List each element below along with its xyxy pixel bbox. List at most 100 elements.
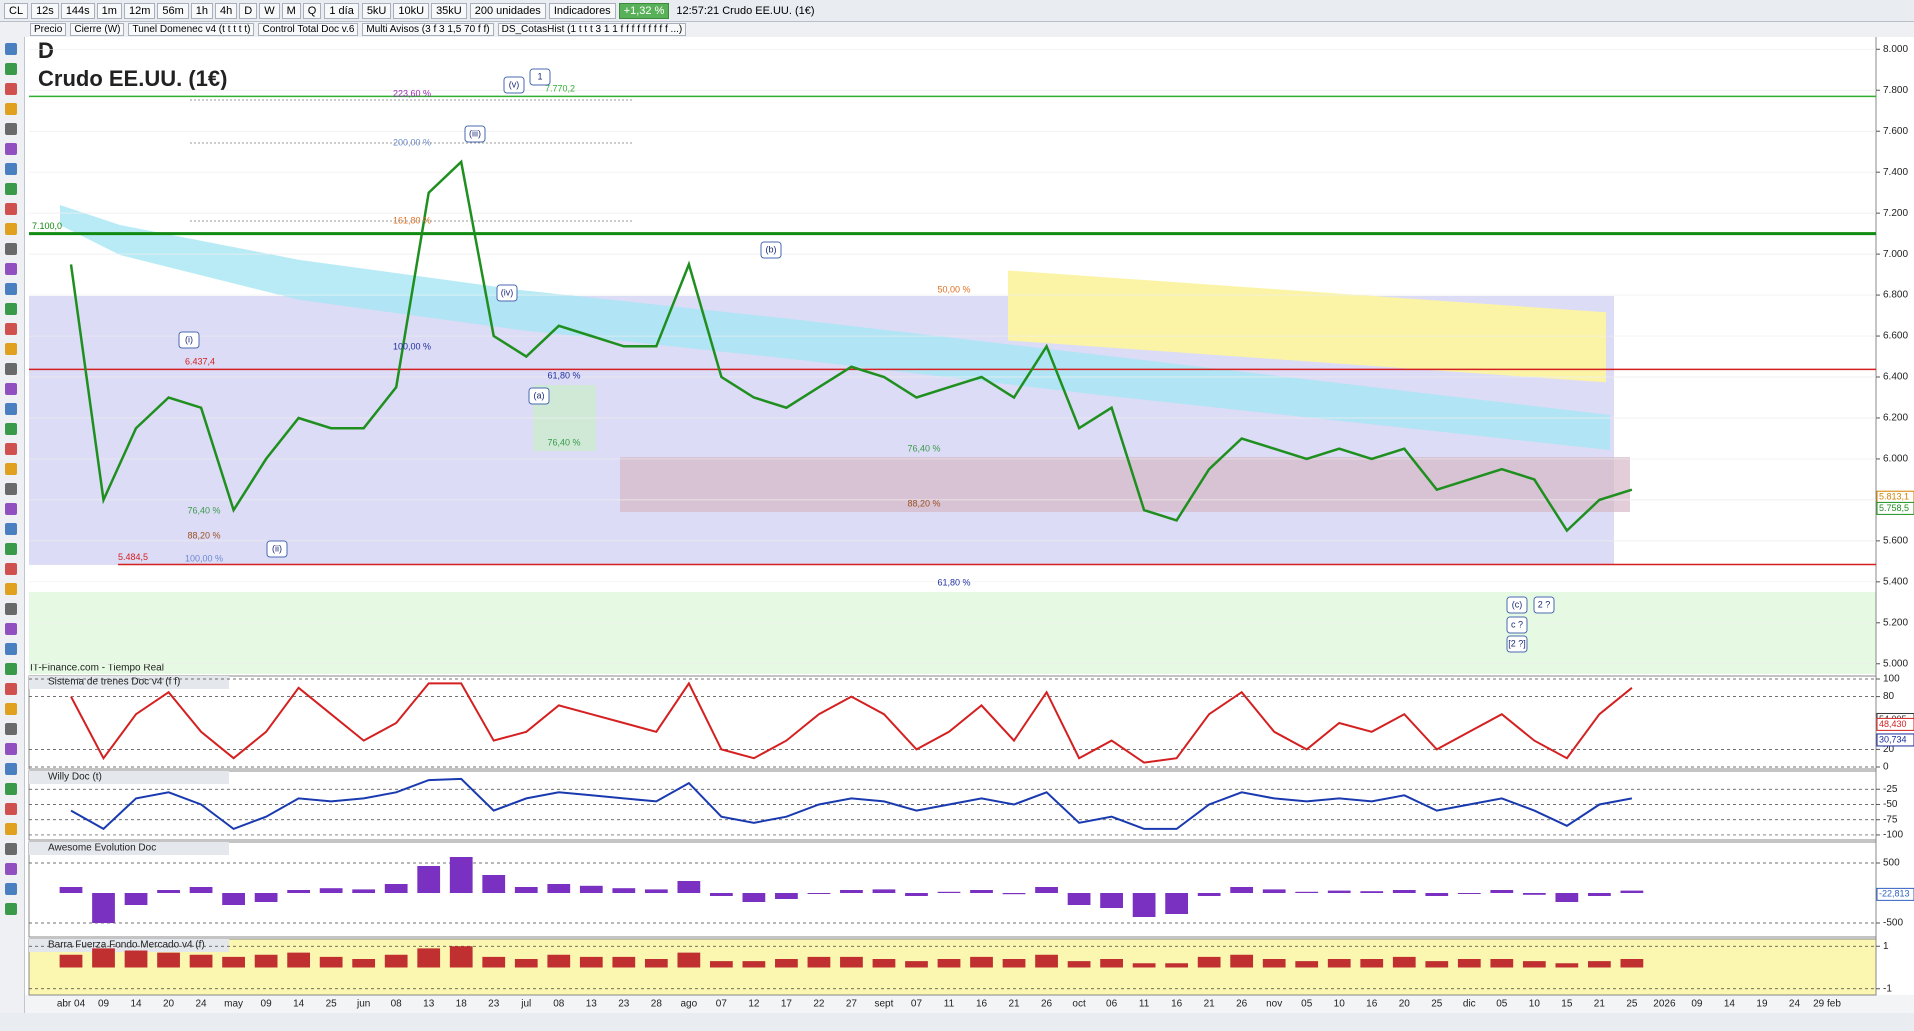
tool-icon[interactable]: [5, 63, 17, 75]
indicator-tab[interactable]: DS_CotasHist (1 t t t 3 1 1 f f f f f f …: [497, 23, 687, 36]
tool-icon[interactable]: [5, 543, 17, 555]
tool-icon[interactable]: [5, 83, 17, 95]
indicator-tab[interactable]: Multi Avisos (3 f 3 1,5 70 f f): [362, 23, 494, 36]
wave-label: (v): [509, 79, 520, 89]
tool-icon[interactable]: [5, 443, 17, 455]
tool-icon[interactable]: [5, 43, 17, 55]
bar: [1457, 893, 1481, 894]
interval-button[interactable]: 1h: [190, 2, 214, 19]
tool-icon[interactable]: [5, 723, 17, 735]
tool-icon[interactable]: [5, 563, 17, 575]
tool-icon[interactable]: [5, 843, 17, 855]
bar: [872, 889, 896, 893]
wave-label: 1: [537, 71, 542, 81]
interval-button[interactable]: 12m: [123, 2, 156, 19]
tool-icon[interactable]: [5, 803, 17, 815]
bar: [807, 893, 831, 894]
tool-icon[interactable]: [5, 403, 17, 415]
wave-box: [266, 540, 288, 558]
tool-icon[interactable]: [5, 203, 17, 215]
bar: [319, 888, 343, 893]
bar: [1522, 961, 1546, 968]
tool-icon[interactable]: [5, 783, 17, 795]
bar: [644, 889, 668, 893]
tool-icon[interactable]: [5, 503, 17, 515]
bar: [547, 884, 571, 893]
bar: [1555, 893, 1579, 902]
unit-button[interactable]: 5kU: [361, 2, 392, 19]
bar: [254, 954, 278, 968]
interval-button[interactable]: Q: [302, 2, 322, 19]
bar: [905, 961, 928, 968]
tool-icon[interactable]: [5, 463, 17, 475]
tool-icon[interactable]: [5, 643, 17, 655]
tool-icon[interactable]: [5, 363, 17, 375]
indicator-tab[interactable]: Tunel Domenec v4 (t t t t t): [128, 23, 255, 36]
tool-icon[interactable]: [5, 903, 17, 915]
tool-icon[interactable]: [5, 123, 17, 135]
indicator-panel: [28, 675, 1877, 770]
tool-icon[interactable]: [5, 163, 17, 175]
wave-box: [529, 68, 551, 86]
tool-icon[interactable]: [5, 243, 17, 255]
unit-button[interactable]: 35kU: [431, 2, 467, 19]
tool-icon[interactable]: [5, 423, 17, 435]
tool-icon[interactable]: [5, 703, 17, 715]
y-tick-label: 6.400: [1883, 372, 1908, 383]
y-tick-label: 5.400: [1883, 576, 1908, 587]
tool-icon[interactable]: [5, 623, 17, 635]
tool-icon[interactable]: [5, 663, 17, 675]
tool-icon[interactable]: [5, 823, 17, 835]
wave-label: (iii): [469, 128, 481, 138]
tool-icon[interactable]: [5, 303, 17, 315]
bar: [1132, 963, 1156, 968]
value-marker: [1876, 501, 1914, 515]
x-tick-label: 21: [1008, 999, 1020, 1010]
interval-button[interactable]: 144s: [60, 2, 95, 19]
tool-icon[interactable]: [5, 223, 17, 235]
x-tick-label: 10: [1529, 999, 1541, 1010]
bar: [1132, 893, 1156, 917]
tool-icon[interactable]: [5, 883, 17, 895]
tool-icon[interactable]: [5, 583, 17, 595]
tool-icon[interactable]: [5, 143, 17, 155]
x-tick-label: 14: [1724, 999, 1736, 1010]
interval-button[interactable]: 1m: [96, 2, 122, 19]
bar: [92, 948, 115, 968]
tool-icon[interactable]: [5, 743, 17, 755]
tool-icon[interactable]: [5, 603, 17, 615]
interval-button[interactable]: 12s: [31, 2, 59, 19]
tool-icon[interactable]: [5, 323, 17, 335]
tool-icon[interactable]: [5, 103, 17, 115]
amount[interactable]: 200 unidades: [469, 2, 546, 19]
interval-button[interactable]: D: [239, 2, 258, 19]
x-tick-label: 25: [1626, 999, 1638, 1010]
tool-icon[interactable]: [5, 763, 17, 775]
indicator-tab[interactable]: Control Total Doc v.6: [258, 23, 359, 36]
tool-icon[interactable]: [5, 483, 17, 495]
x-tick-label: 13: [586, 999, 598, 1010]
symbol[interactable]: CL: [4, 2, 29, 19]
tool-icon[interactable]: [5, 343, 17, 355]
interval-button[interactable]: W: [259, 2, 280, 19]
x-tick-label: 24: [196, 999, 208, 1010]
indicator-tab[interactable]: Precio: [30, 23, 67, 36]
interval-button[interactable]: 56m: [157, 2, 189, 19]
period[interactable]: 1 día: [324, 2, 359, 19]
interval-button[interactable]: 4h: [215, 2, 238, 19]
tool-icon[interactable]: [5, 683, 17, 695]
unit-button[interactable]: 10kU: [393, 2, 430, 19]
tool-icon[interactable]: [5, 523, 17, 535]
tool-icon[interactable]: [5, 263, 17, 275]
tool-icon[interactable]: [5, 183, 17, 195]
fib-label: 61,80 %: [547, 370, 580, 380]
indicators[interactable]: Indicadores: [548, 2, 616, 19]
interval-button[interactable]: M: [281, 2, 301, 19]
y-tick-label: 6.200: [1883, 413, 1908, 424]
bar: [1230, 887, 1254, 893]
tool-icon[interactable]: [5, 383, 17, 395]
indicator-tab[interactable]: Cierre (W): [70, 23, 125, 36]
tool-icon[interactable]: [5, 283, 17, 295]
tool-icon[interactable]: [5, 863, 17, 875]
